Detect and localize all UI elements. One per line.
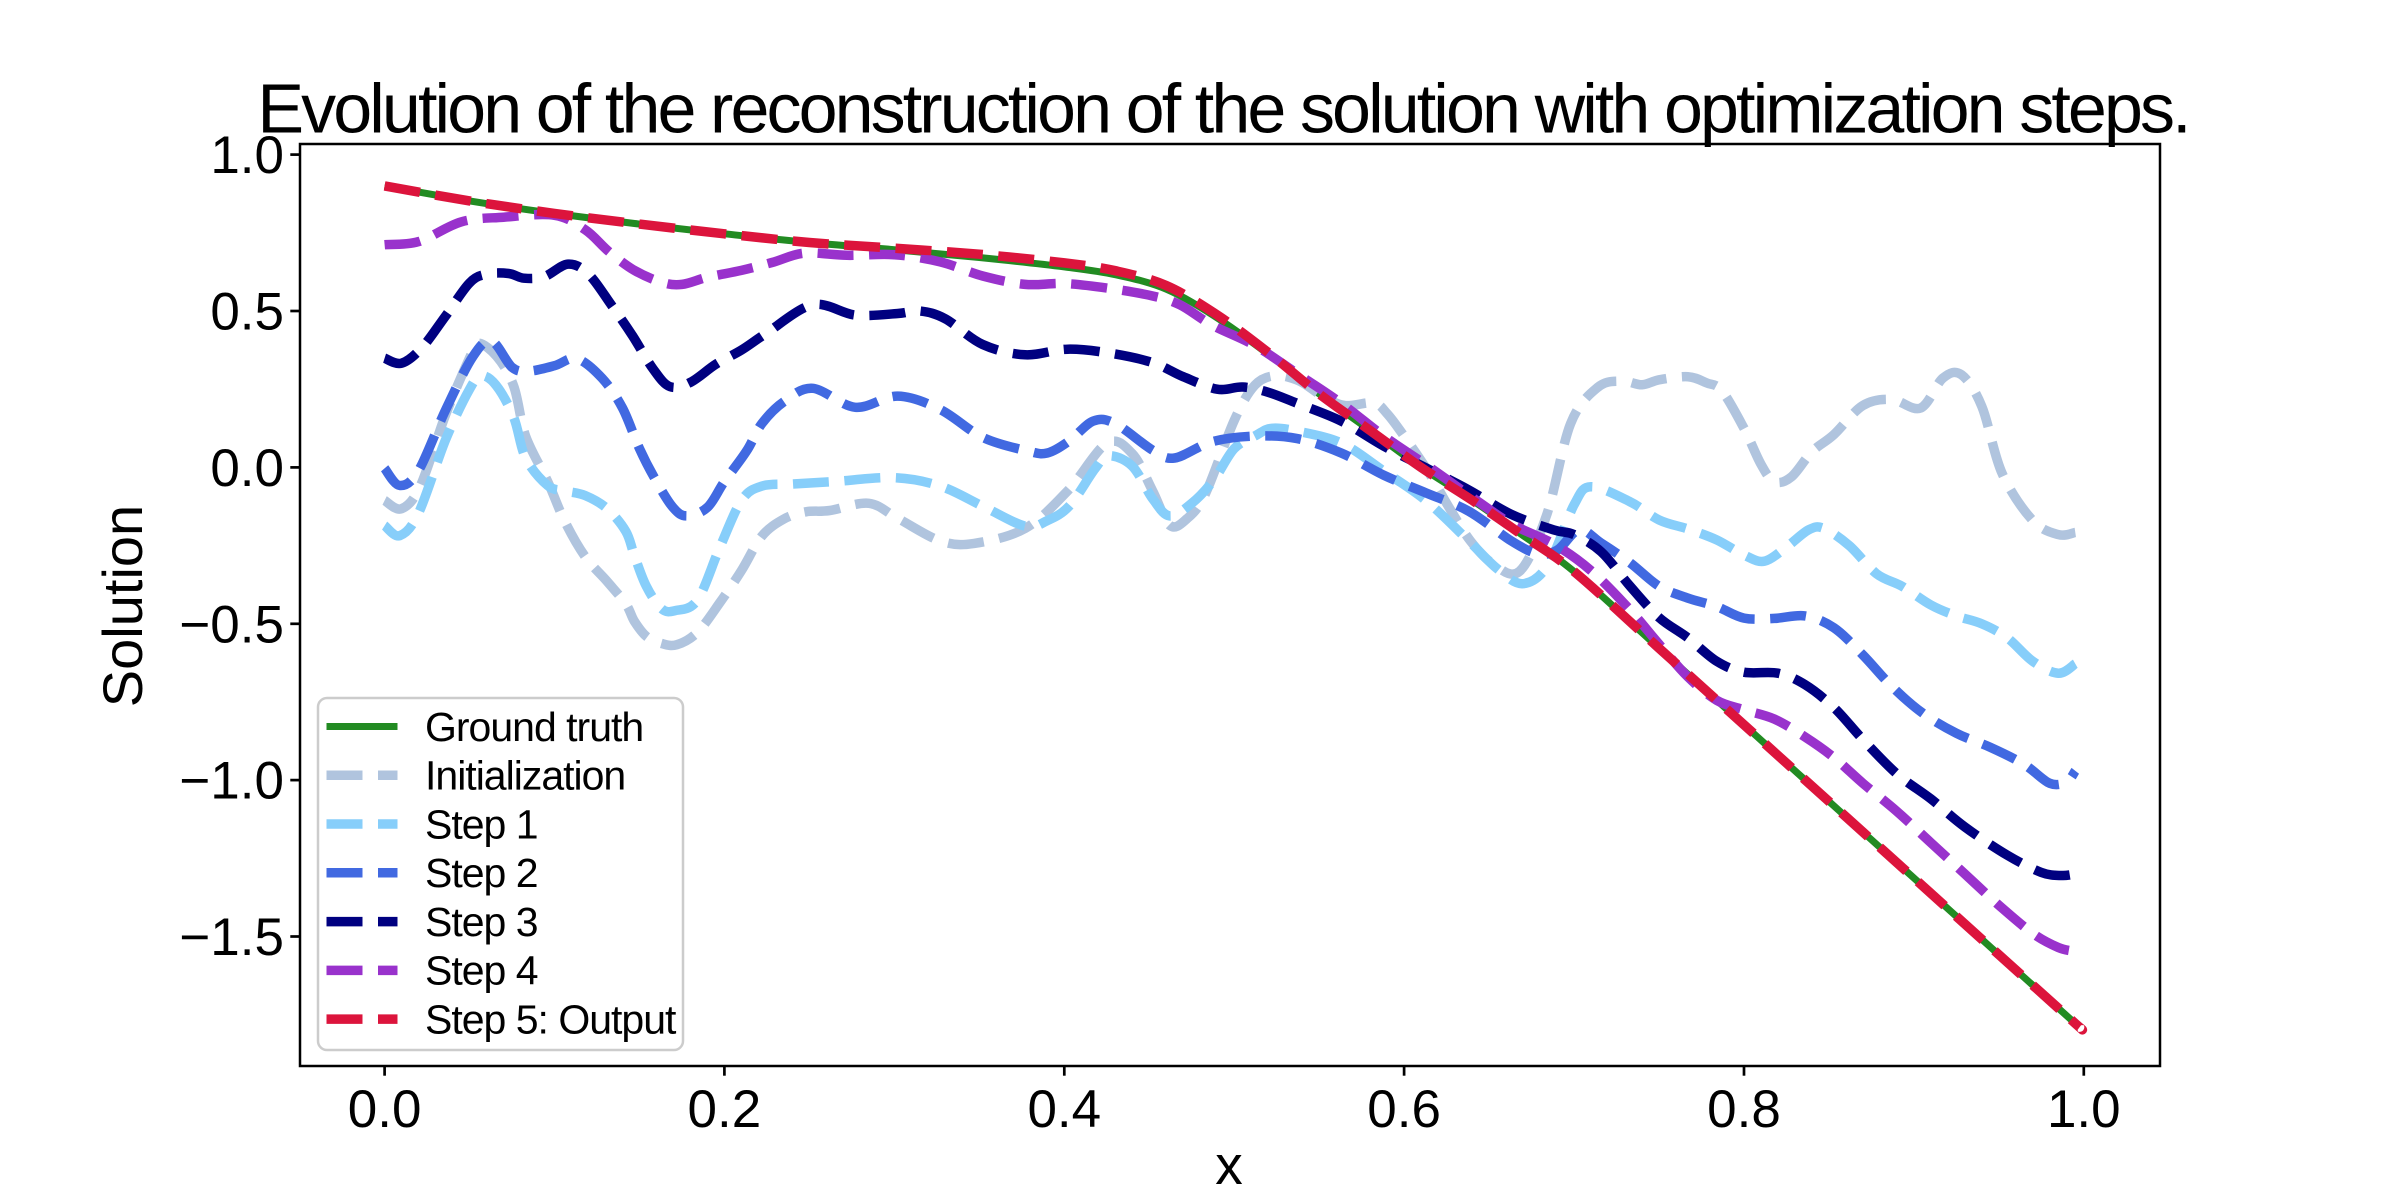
- svg-text:Evolution of the reconstructio: Evolution of the reconstruction of the s…: [257, 70, 2188, 148]
- svg-text:Step 3: Step 3: [425, 899, 538, 945]
- svg-text:1.0: 1.0: [2047, 1080, 2121, 1139]
- svg-text:Step 2: Step 2: [425, 850, 538, 896]
- svg-text:Solution: Solution: [91, 505, 154, 707]
- svg-text:Step 4: Step 4: [425, 948, 538, 994]
- svg-text:−0.5: −0.5: [179, 595, 284, 654]
- svg-text:−1.0: −1.0: [179, 752, 284, 811]
- svg-text:1.0: 1.0: [210, 126, 284, 185]
- svg-text:0.8: 0.8: [1707, 1080, 1781, 1139]
- svg-text:0.0: 0.0: [210, 439, 284, 498]
- svg-text:x: x: [1215, 1134, 1243, 1196]
- svg-text:0.4: 0.4: [1027, 1080, 1101, 1139]
- svg-text:0.2: 0.2: [688, 1080, 762, 1139]
- svg-text:Step 5: Output: Step 5: Output: [425, 996, 677, 1042]
- svg-text:0.0: 0.0: [348, 1080, 422, 1139]
- svg-text:0.6: 0.6: [1367, 1080, 1441, 1139]
- svg-text:Ground truth: Ground truth: [425, 704, 643, 750]
- svg-text:Initialization: Initialization: [425, 753, 625, 799]
- svg-text:−1.5: −1.5: [179, 908, 284, 967]
- svg-text:Step 1: Step 1: [425, 801, 538, 847]
- svg-text:0.5: 0.5: [210, 283, 284, 342]
